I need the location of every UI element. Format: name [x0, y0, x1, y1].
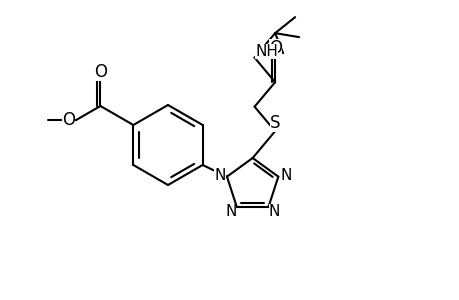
Text: O: O — [62, 111, 74, 129]
Text: N: N — [224, 204, 236, 219]
Text: O: O — [268, 39, 281, 57]
Text: O: O — [94, 63, 107, 81]
Text: S: S — [269, 114, 280, 132]
Text: N: N — [280, 168, 291, 183]
Text: NH: NH — [255, 44, 277, 59]
Text: N: N — [214, 168, 225, 183]
Text: N: N — [268, 204, 280, 219]
